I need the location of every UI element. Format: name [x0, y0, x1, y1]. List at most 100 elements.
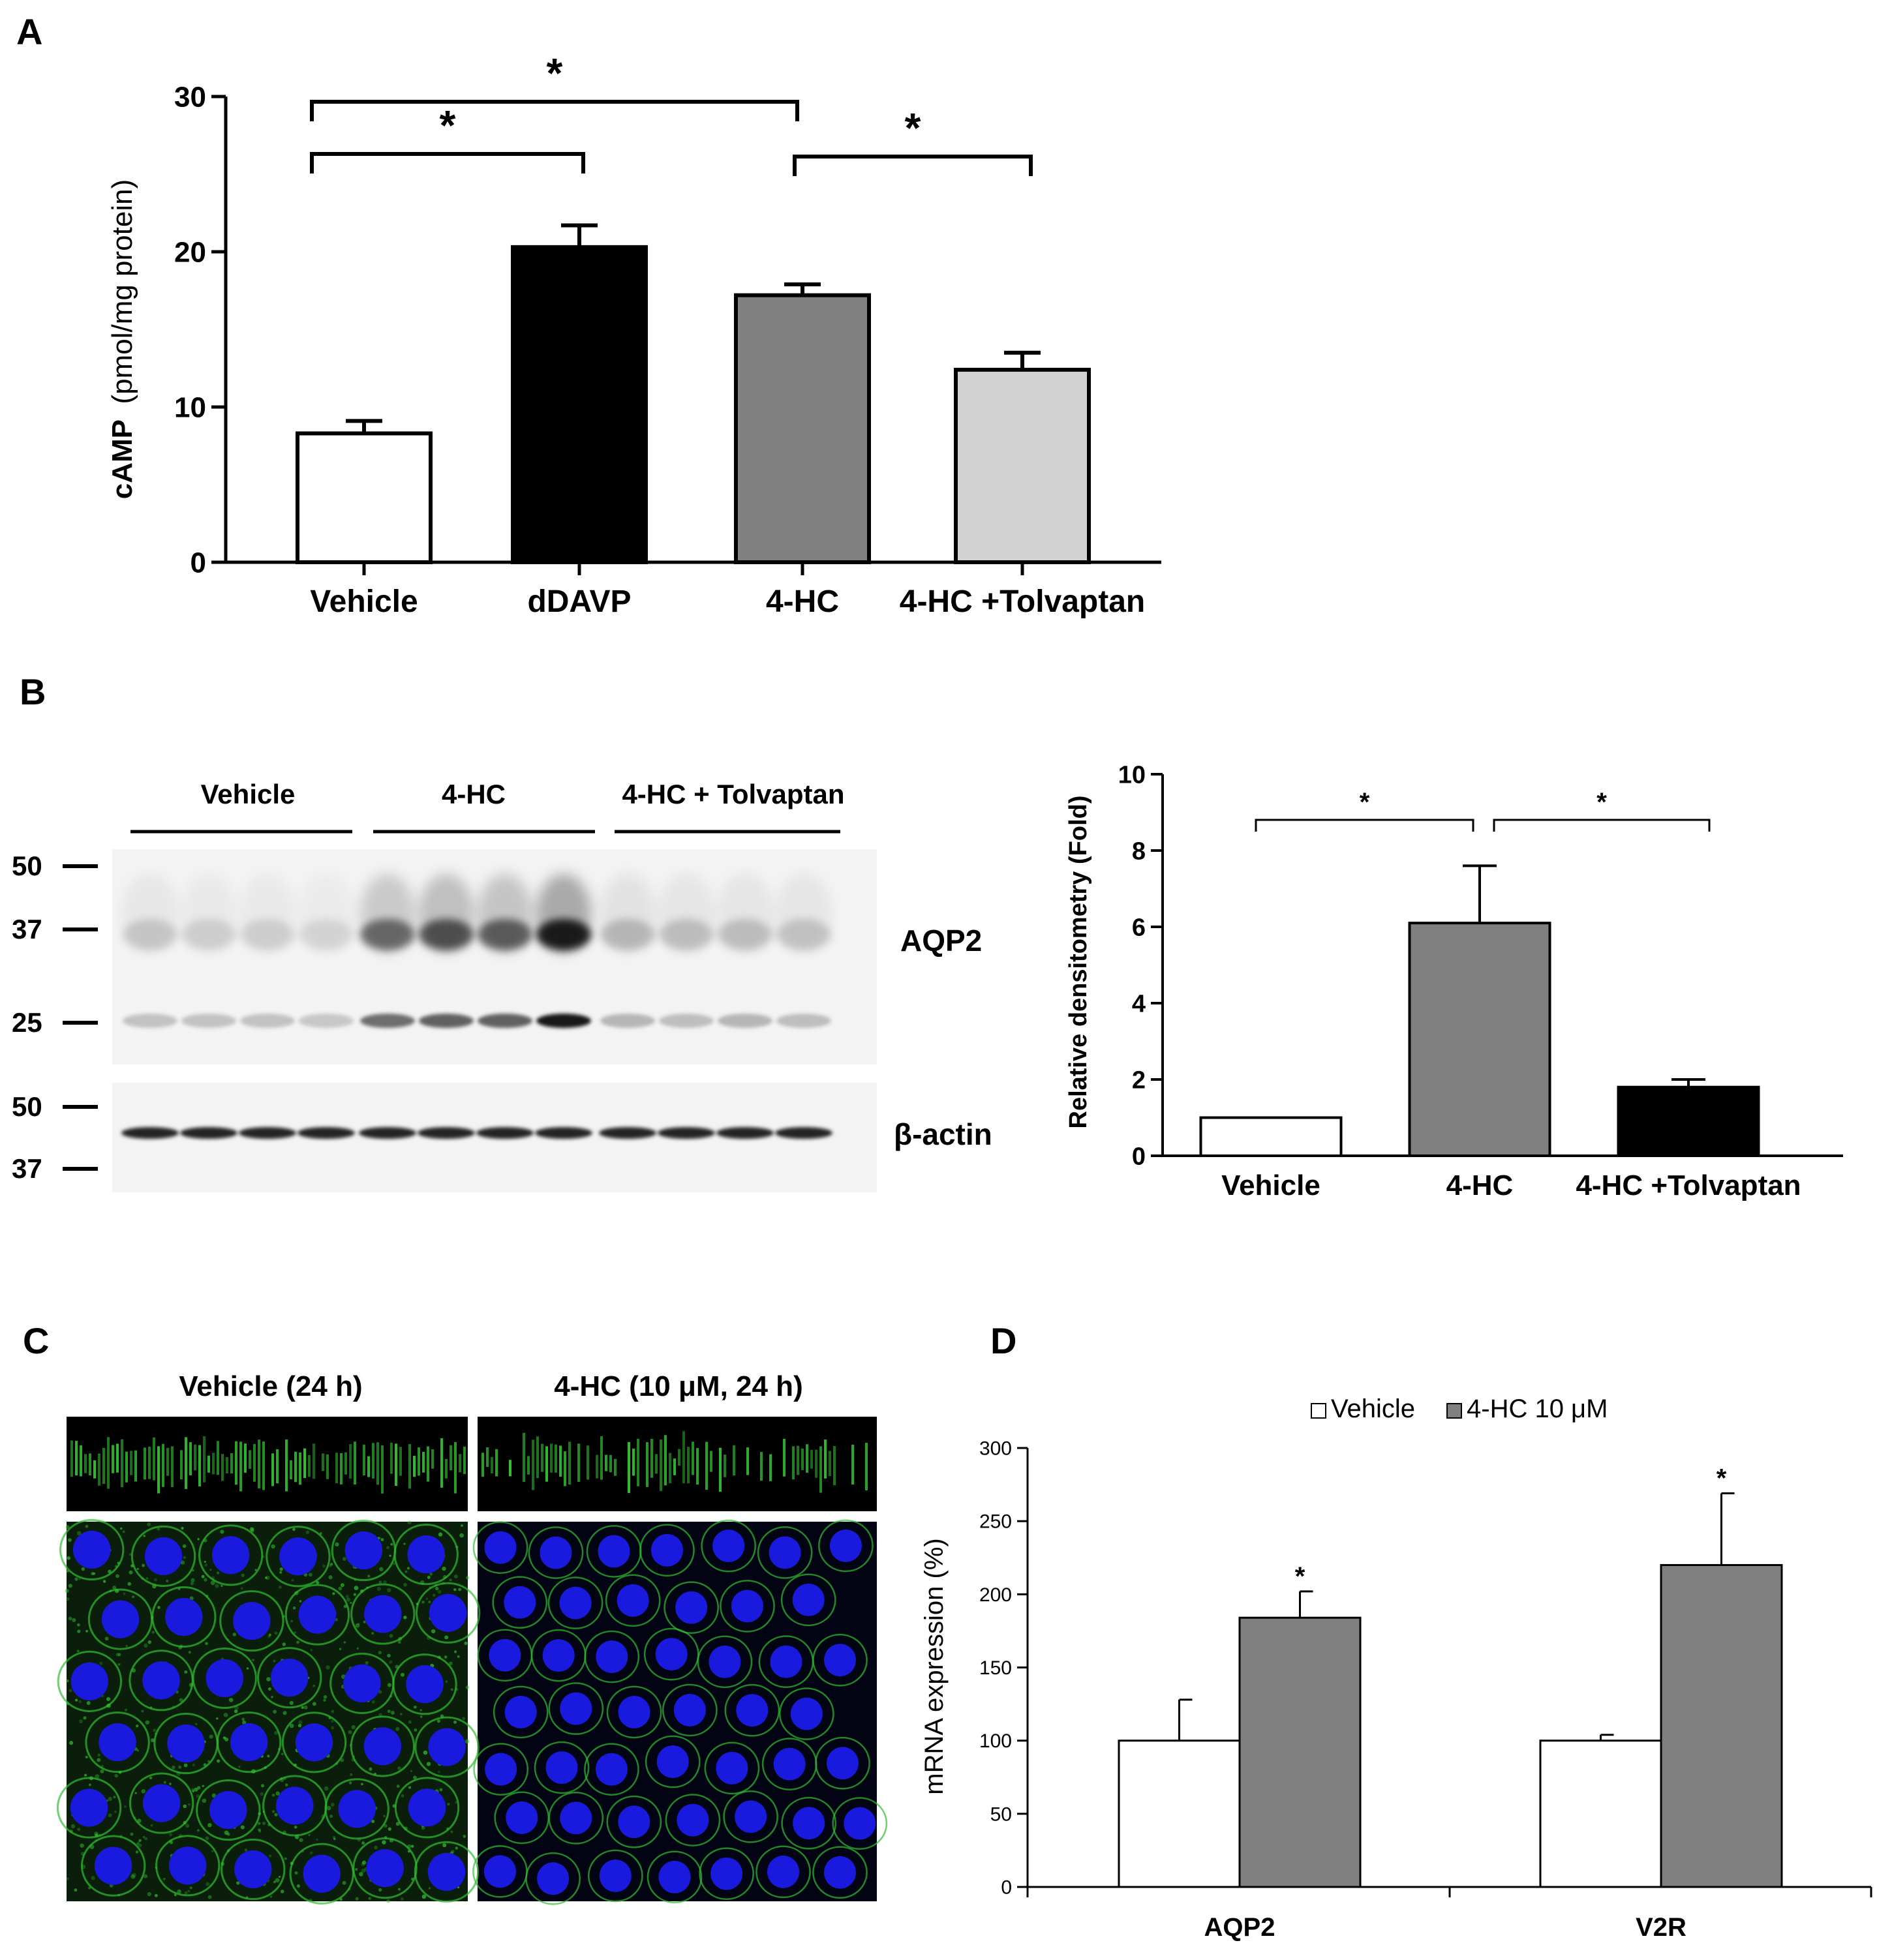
cell-nucleus — [233, 1601, 271, 1640]
chart-b: Relative densitometry (Fold) 0 2 4 6 8 10 Vehi… — [1065, 761, 1843, 1201]
cytoplasm-speckle — [69, 1689, 72, 1693]
cell-nucleus — [773, 1747, 806, 1781]
cytoplasm-speckle — [69, 1741, 74, 1745]
cell-membrane — [639, 1524, 695, 1577]
xz-signal-streak — [673, 1458, 676, 1475]
blot-band-37 — [181, 919, 236, 950]
blot-aqp2-label: AQP2 — [900, 924, 982, 957]
cytoplasm-speckle — [117, 1663, 121, 1666]
cell-nucleus — [489, 1638, 521, 1672]
blot-band-actin — [298, 1127, 355, 1139]
cytoplasm-speckle — [429, 1572, 433, 1576]
chart-d-bar — [1660, 1563, 1783, 1888]
cytoplasm-speckle — [147, 1892, 152, 1897]
cell-membrane — [704, 1741, 760, 1795]
cytoplasm-speckle — [170, 1841, 174, 1845]
cytoplasm-speckle — [404, 1570, 408, 1573]
xz-signal-streak — [408, 1443, 411, 1489]
xy-section-vehicle — [67, 1522, 468, 1901]
cytoplasm-speckle — [271, 1793, 275, 1797]
cell-membrane — [414, 1716, 480, 1778]
cell-nucleus — [408, 1788, 446, 1827]
cell-membrane — [548, 1682, 604, 1735]
xz-signal-streak — [344, 1452, 347, 1475]
xz-signal-streak — [303, 1448, 306, 1478]
cytoplasm-speckle — [461, 1524, 463, 1527]
cytoplasm-speckle — [439, 1788, 443, 1792]
cell-membrane — [548, 1792, 604, 1845]
cytoplasm-speckle — [312, 1702, 316, 1706]
xz-signal-streak — [824, 1440, 827, 1479]
cell-membrane — [59, 1518, 125, 1581]
cytoplasm-speckle — [120, 1527, 123, 1530]
blot-band-37 — [600, 919, 655, 950]
xz-signal-streak — [157, 1446, 160, 1494]
cytoplasm-speckle — [183, 1804, 187, 1809]
xz-signal-streak — [769, 1454, 772, 1481]
blot-band-25 — [299, 1014, 354, 1028]
cytoplasm-speckle — [163, 1781, 166, 1784]
blot-band-25 — [776, 1014, 831, 1028]
blot-band-25 — [659, 1014, 714, 1028]
xz-signal-streak — [705, 1441, 708, 1490]
cytoplasm-speckle — [340, 1583, 344, 1588]
cell-nucleus — [270, 1659, 309, 1697]
cytoplasm-speckle — [361, 1783, 363, 1786]
cytoplasm-speckle — [414, 1728, 418, 1732]
xz-signal-streak — [819, 1446, 822, 1493]
cytoplasm-speckle — [348, 1781, 352, 1785]
xz-signal-streak — [253, 1443, 256, 1482]
cytoplasm-speckle — [99, 1661, 103, 1665]
chart-b-significance-bracket — [1493, 819, 1711, 832]
cytoplasm-speckle — [379, 1567, 384, 1572]
cell-membrane — [720, 1580, 775, 1633]
xz-signal-streak — [180, 1450, 183, 1480]
cell-nucleus — [276, 1787, 314, 1825]
cell-nucleus — [827, 1747, 859, 1780]
cell-nucleus — [824, 1856, 856, 1889]
xz-signal-streak — [678, 1449, 680, 1466]
cytoplasm-speckle — [147, 1522, 151, 1526]
cell-nucleus — [407, 1535, 445, 1574]
cytoplasm-speckle — [323, 1698, 326, 1702]
chart-a-category-label: Vehicle — [310, 584, 418, 619]
xz-signal-streak — [801, 1448, 804, 1470]
xz-signal-streak — [806, 1444, 808, 1473]
chart-b-bar — [1408, 922, 1551, 1158]
chart-a-significance-bracket — [793, 155, 1033, 176]
xz-signal-streak — [650, 1438, 653, 1478]
cell-membrane — [606, 1795, 662, 1848]
chart-b-category-label: Vehicle — [1221, 1169, 1320, 1201]
xz-signal-streak — [125, 1451, 128, 1483]
xz-signal-streak — [395, 1443, 397, 1486]
xz-signal-streak — [226, 1456, 228, 1474]
cytoplasm-speckle — [380, 1538, 384, 1541]
cytoplasm-speckle — [267, 1755, 270, 1758]
cell-membrane — [80, 1835, 146, 1897]
cytoplasm-speckle — [188, 1651, 191, 1654]
cytoplasm-speckle — [197, 1537, 200, 1541]
cytoplasm-speckle — [378, 1580, 382, 1584]
cytoplasm-speckle — [112, 1586, 117, 1590]
cytoplasm-speckle — [265, 1576, 267, 1579]
chart-b-ytick-label: 4 — [1132, 990, 1146, 1018]
cytoplasm-speckle — [395, 1726, 400, 1731]
cytoplasm-speckle — [361, 1868, 366, 1873]
cytoplasm-speckle — [260, 1784, 265, 1788]
cytoplasm-speckle — [67, 1556, 70, 1560]
cell-membrane — [755, 1845, 811, 1899]
cytoplasm-speckle — [273, 1710, 277, 1714]
cytoplasm-speckle — [465, 1739, 470, 1744]
chart-d-legend-label: 4-HC 10 μM — [1467, 1395, 1608, 1423]
cytoplasm-speckle — [420, 1715, 423, 1718]
cell-nucleus — [504, 1586, 536, 1619]
cytoplasm-speckle — [290, 1620, 294, 1623]
cell-membrane — [781, 1796, 836, 1850]
xz-signal-streak — [536, 1436, 539, 1479]
cytoplasm-speckle — [252, 1659, 254, 1661]
cytoplasm-speckle — [294, 1871, 298, 1875]
chart-d-ytick-label: 0 — [1001, 1877, 1012, 1899]
cytoplasm-speckle — [274, 1813, 278, 1817]
cytoplasm-speckle — [435, 1586, 439, 1591]
cell-nucleus — [427, 1852, 466, 1891]
